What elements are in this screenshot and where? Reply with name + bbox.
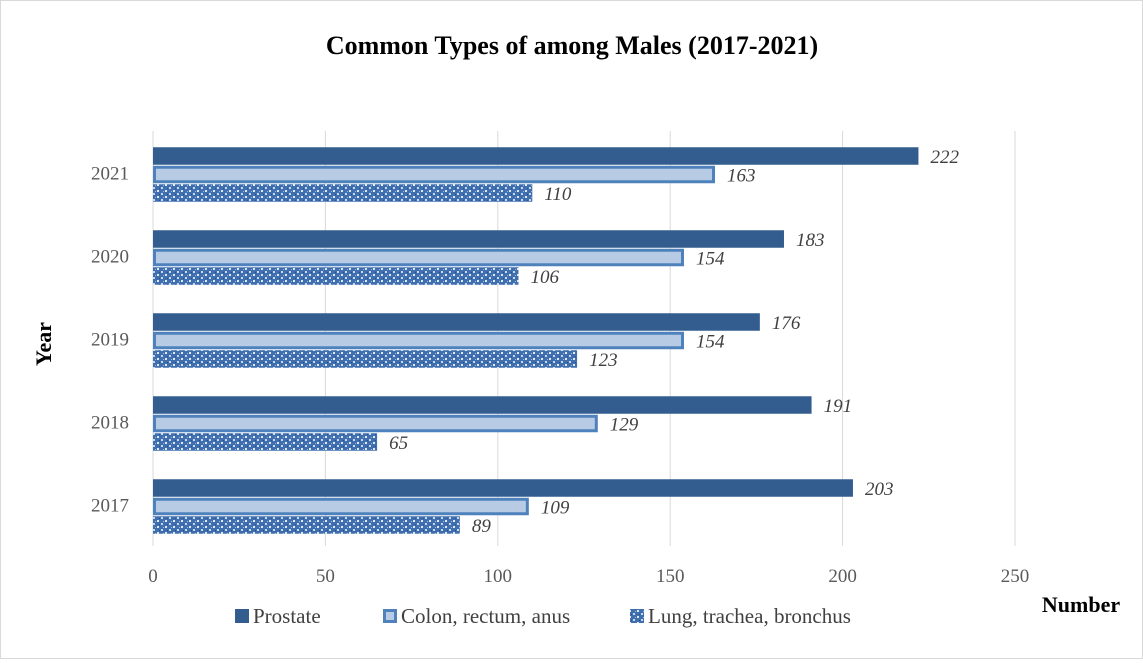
bar-prostate-2018 bbox=[153, 396, 812, 414]
bar-colon-rectum-anus-2019 bbox=[153, 331, 684, 350]
x-axis-title: Number bbox=[1042, 592, 1120, 617]
legend-label: Colon, rectum, anus bbox=[401, 604, 570, 628]
chart-title: Common Types of among Males (2017-2021) bbox=[326, 31, 818, 60]
data-label: 222 bbox=[930, 147, 959, 168]
legend-label: Lung, trachea, bronchus bbox=[648, 604, 851, 628]
data-label: 89 bbox=[472, 516, 492, 537]
data-label: 191 bbox=[824, 396, 853, 417]
data-label: 154 bbox=[696, 331, 725, 352]
x-tick-label: 0 bbox=[148, 566, 158, 587]
bar-lung-trachea-bronchus-2020 bbox=[153, 267, 519, 285]
bar-prostate-2017 bbox=[153, 479, 853, 497]
bars bbox=[153, 147, 919, 534]
bar-colon-rectum-anus-2018 bbox=[153, 414, 598, 433]
data-label: 109 bbox=[541, 497, 570, 518]
bar-lung-trachea-bronchus-2017 bbox=[153, 516, 460, 534]
y-tick-labels: 2017 2018 2019 2020 2021 bbox=[91, 164, 129, 517]
data-label: 123 bbox=[589, 350, 618, 371]
x-tick-label: 200 bbox=[828, 566, 857, 587]
bar-lung-trachea-bronchus-2019 bbox=[153, 350, 578, 368]
legend: Prostate Colon, rectum, anus Lung, trachea… bbox=[235, 604, 851, 628]
bar-prostate-2019 bbox=[153, 313, 760, 331]
data-labels: 203 109 89 191 129 65 176 154 123 183 154 106 222 163… bbox=[389, 147, 959, 537]
bar-colon-rectum-anus-2021 bbox=[153, 165, 716, 184]
legend-swatch bbox=[383, 609, 397, 623]
y-tick-label: 2018 bbox=[91, 413, 129, 434]
bar-lung-trachea-bronchus-2021 bbox=[153, 184, 533, 202]
bar-colon-rectum-anus-2020 bbox=[153, 248, 684, 267]
x-tick-label: 150 bbox=[656, 566, 685, 587]
legend-label: Prostate bbox=[253, 604, 321, 628]
y-tick-label: 2019 bbox=[91, 330, 129, 351]
y-tick-label: 2021 bbox=[91, 164, 129, 185]
data-label: 129 bbox=[610, 414, 639, 435]
data-label: 65 bbox=[389, 433, 408, 454]
data-label: 154 bbox=[696, 248, 725, 269]
bar-colon-rectum-anus-2017 bbox=[153, 497, 529, 516]
x-tick-label: 100 bbox=[484, 566, 513, 587]
legend-swatch bbox=[630, 609, 644, 623]
data-label: 163 bbox=[727, 165, 756, 186]
data-label: 110 bbox=[544, 184, 572, 205]
data-label: 176 bbox=[772, 313, 801, 334]
data-label: 183 bbox=[796, 230, 825, 251]
bar-prostate-2020 bbox=[153, 230, 784, 248]
x-tick-labels: 0 50 100 150 200 250 bbox=[148, 566, 1029, 587]
y-tick-label: 2020 bbox=[91, 247, 129, 268]
legend-swatch bbox=[235, 609, 249, 623]
bar-lung-trachea-bronchus-2018 bbox=[153, 433, 378, 451]
data-label: 203 bbox=[865, 479, 894, 500]
y-tick-label: 2017 bbox=[91, 496, 129, 517]
x-tick-label: 50 bbox=[316, 566, 335, 587]
y-axis-title: Year bbox=[31, 322, 56, 366]
data-label: 106 bbox=[530, 267, 559, 288]
bar-prostate-2021 bbox=[153, 147, 919, 165]
x-tick-label: 250 bbox=[1001, 566, 1030, 587]
